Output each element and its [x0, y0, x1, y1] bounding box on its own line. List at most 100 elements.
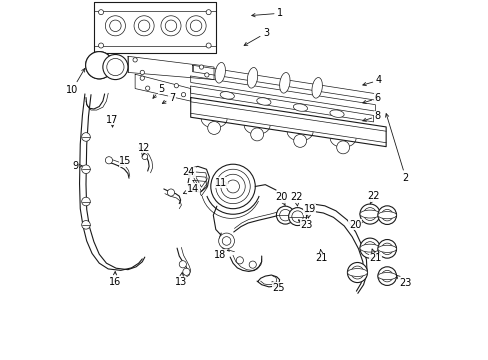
Circle shape — [99, 43, 103, 48]
Text: 14: 14 — [183, 184, 199, 194]
Circle shape — [222, 237, 230, 245]
Circle shape — [250, 128, 263, 141]
Text: 24: 24 — [183, 167, 195, 177]
Circle shape — [85, 51, 113, 79]
Circle shape — [377, 267, 396, 285]
Circle shape — [99, 10, 103, 15]
Circle shape — [109, 20, 121, 32]
Circle shape — [179, 261, 186, 268]
Text: 22: 22 — [366, 191, 379, 204]
Circle shape — [279, 210, 290, 221]
Circle shape — [138, 20, 149, 32]
Circle shape — [359, 204, 379, 224]
Ellipse shape — [377, 273, 396, 280]
Text: 20: 20 — [274, 192, 286, 205]
Text: 17: 17 — [106, 115, 119, 127]
Circle shape — [276, 206, 294, 224]
Circle shape — [336, 141, 349, 154]
Circle shape — [81, 221, 90, 229]
Circle shape — [167, 189, 174, 196]
Text: 11: 11 — [215, 178, 227, 188]
Text: 6: 6 — [362, 93, 380, 103]
Text: 13: 13 — [174, 273, 186, 287]
Circle shape — [363, 208, 376, 221]
Text: 19: 19 — [303, 204, 315, 218]
Circle shape — [105, 157, 112, 164]
Circle shape — [142, 154, 147, 159]
Circle shape — [249, 261, 256, 268]
Ellipse shape — [247, 67, 257, 88]
Circle shape — [81, 133, 90, 141]
Circle shape — [381, 210, 392, 221]
Circle shape — [93, 59, 105, 72]
Circle shape — [206, 10, 211, 15]
Circle shape — [199, 65, 203, 69]
Circle shape — [81, 197, 90, 206]
Text: 22: 22 — [290, 192, 302, 206]
Text: 9: 9 — [72, 161, 82, 171]
Circle shape — [140, 76, 144, 80]
Circle shape — [140, 70, 144, 75]
Circle shape — [102, 54, 128, 80]
Text: 7: 7 — [162, 93, 175, 103]
Ellipse shape — [220, 92, 234, 99]
Ellipse shape — [359, 210, 379, 218]
Text: 8: 8 — [362, 111, 380, 121]
Text: 23: 23 — [298, 220, 312, 230]
Circle shape — [215, 169, 250, 204]
Ellipse shape — [377, 245, 396, 252]
Text: 21: 21 — [315, 249, 327, 263]
Circle shape — [221, 174, 244, 199]
Circle shape — [381, 270, 392, 282]
Circle shape — [81, 165, 90, 174]
Circle shape — [293, 134, 306, 147]
Text: 25: 25 — [271, 282, 284, 293]
Text: 3: 3 — [244, 28, 268, 45]
Ellipse shape — [359, 244, 379, 252]
Text: 20: 20 — [348, 220, 361, 230]
Circle shape — [165, 20, 176, 32]
Polygon shape — [187, 166, 209, 192]
Circle shape — [134, 16, 154, 36]
Circle shape — [145, 86, 149, 90]
Text: 23: 23 — [396, 275, 410, 288]
Circle shape — [381, 243, 392, 255]
Circle shape — [204, 73, 208, 77]
Circle shape — [181, 93, 185, 97]
Circle shape — [161, 16, 181, 36]
Text: 4: 4 — [362, 75, 381, 86]
Circle shape — [359, 238, 379, 258]
Circle shape — [183, 268, 190, 275]
Circle shape — [350, 266, 363, 279]
Circle shape — [106, 58, 124, 76]
Circle shape — [346, 262, 367, 283]
Circle shape — [105, 16, 125, 36]
Text: 10: 10 — [66, 68, 84, 95]
Circle shape — [291, 211, 303, 222]
Circle shape — [226, 180, 239, 193]
Circle shape — [363, 242, 376, 255]
Ellipse shape — [377, 212, 396, 219]
Circle shape — [185, 16, 206, 36]
Circle shape — [85, 51, 113, 79]
Ellipse shape — [293, 104, 307, 111]
Ellipse shape — [279, 72, 289, 93]
Circle shape — [377, 239, 396, 258]
Circle shape — [133, 58, 137, 62]
Text: 5: 5 — [153, 84, 164, 98]
Circle shape — [174, 84, 178, 88]
Circle shape — [377, 206, 396, 225]
Circle shape — [207, 121, 220, 134]
Ellipse shape — [346, 269, 367, 276]
Ellipse shape — [311, 77, 322, 98]
Text: 16: 16 — [108, 271, 121, 287]
Ellipse shape — [215, 63, 225, 83]
Text: 2: 2 — [385, 114, 408, 183]
Circle shape — [218, 233, 234, 249]
Circle shape — [210, 164, 255, 209]
Circle shape — [89, 55, 109, 75]
Ellipse shape — [329, 110, 344, 117]
Ellipse shape — [256, 98, 270, 105]
Circle shape — [288, 208, 306, 226]
Text: 21: 21 — [368, 249, 381, 263]
